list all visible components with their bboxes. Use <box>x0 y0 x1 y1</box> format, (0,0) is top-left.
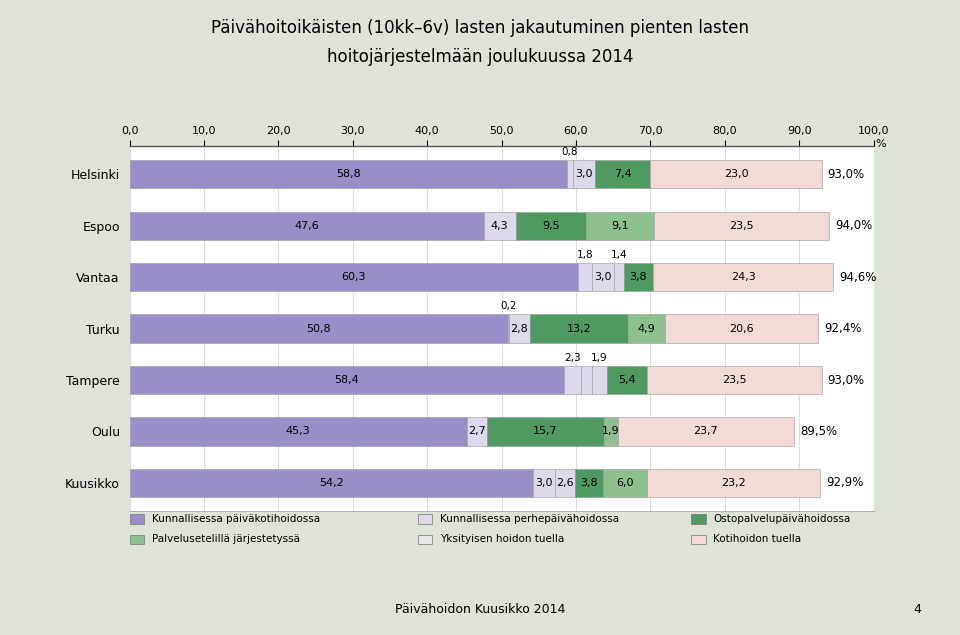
Text: Kunnallisessa päiväkotihoidossa: Kunnallisessa päiväkotihoidossa <box>152 514 320 524</box>
Text: 20,6: 20,6 <box>729 324 754 333</box>
Bar <box>614 263 624 291</box>
Text: 7,4: 7,4 <box>614 170 632 179</box>
Text: 60,3: 60,3 <box>342 272 366 282</box>
Text: 3,8: 3,8 <box>580 478 597 488</box>
Text: 2,7: 2,7 <box>468 427 486 436</box>
Text: 9,5: 9,5 <box>542 221 560 231</box>
Text: 58,4: 58,4 <box>334 375 359 385</box>
Bar <box>130 263 578 291</box>
Bar <box>664 314 818 343</box>
Text: 1,8: 1,8 <box>577 250 593 260</box>
Text: 5,4: 5,4 <box>618 375 636 385</box>
Bar <box>509 314 530 343</box>
Bar <box>487 417 604 446</box>
Text: Ostopalvelupäivähoidossa: Ostopalvelupäivähoidossa <box>713 514 851 524</box>
Bar <box>508 314 509 343</box>
Text: 4,3: 4,3 <box>491 221 509 231</box>
Text: 94,6%: 94,6% <box>839 271 876 284</box>
Text: 13,2: 13,2 <box>566 324 591 333</box>
Bar <box>581 366 592 394</box>
Text: 23,2: 23,2 <box>721 478 746 488</box>
Bar <box>555 469 574 497</box>
Bar <box>595 160 651 189</box>
Text: Palvelusetelillä järjestetyssä: Palvelusetelillä järjestetyssä <box>152 535 300 544</box>
Text: 0,2: 0,2 <box>500 302 516 311</box>
Text: 2,8: 2,8 <box>511 324 528 333</box>
Text: 9,1: 9,1 <box>612 221 629 231</box>
Bar <box>604 417 617 446</box>
Bar <box>617 417 794 446</box>
Text: 23,0: 23,0 <box>724 170 748 179</box>
Text: %: % <box>876 138 886 149</box>
Text: hoitojärjestelmään joulukuussa 2014: hoitojärjestelmään joulukuussa 2014 <box>326 48 634 65</box>
Text: 50,8: 50,8 <box>306 324 331 333</box>
Bar <box>130 160 567 189</box>
Bar <box>592 366 607 394</box>
Text: 94,0%: 94,0% <box>835 219 873 232</box>
Bar <box>530 314 628 343</box>
Bar <box>130 211 484 240</box>
Bar <box>564 366 581 394</box>
Text: 92,4%: 92,4% <box>824 322 861 335</box>
Bar <box>587 211 654 240</box>
Bar <box>653 263 833 291</box>
Text: 1,9: 1,9 <box>591 353 608 363</box>
Bar <box>647 366 822 394</box>
Bar <box>647 469 820 497</box>
Text: 2,6: 2,6 <box>556 478 574 488</box>
Bar <box>130 366 564 394</box>
Bar <box>130 417 467 446</box>
Text: 89,5%: 89,5% <box>800 425 837 438</box>
Text: 45,3: 45,3 <box>286 427 310 436</box>
Text: 3,8: 3,8 <box>630 272 647 282</box>
Bar <box>607 366 647 394</box>
Text: Päivähoitoikäisten (10kk–6v) lasten jakautuminen pienten lasten: Päivähoitoikäisten (10kk–6v) lasten jaka… <box>211 19 749 37</box>
Text: 2,3: 2,3 <box>564 353 581 363</box>
Text: 4: 4 <box>914 603 922 616</box>
Text: 1,9: 1,9 <box>602 427 619 436</box>
Text: 93,0%: 93,0% <box>828 373 865 387</box>
Text: Päivähoidon Kuusikko 2014: Päivähoidon Kuusikko 2014 <box>395 603 565 616</box>
Bar <box>130 314 508 343</box>
Bar <box>574 469 603 497</box>
Bar <box>603 469 647 497</box>
Bar <box>130 469 533 497</box>
Text: 15,7: 15,7 <box>533 427 558 436</box>
Bar <box>578 263 591 291</box>
Text: 1,4: 1,4 <box>611 250 628 260</box>
Text: 23,5: 23,5 <box>730 221 754 231</box>
Text: 6,0: 6,0 <box>616 478 634 488</box>
Text: Kotihoidon tuella: Kotihoidon tuella <box>713 535 802 544</box>
Bar <box>591 263 614 291</box>
Text: 3,0: 3,0 <box>575 170 593 179</box>
Text: Kunnallisessa perhepäivähoidossa: Kunnallisessa perhepäivähoidossa <box>440 514 619 524</box>
Bar <box>624 263 653 291</box>
Text: 3,0: 3,0 <box>594 272 612 282</box>
Text: 23,7: 23,7 <box>693 427 718 436</box>
Text: 47,6: 47,6 <box>295 221 319 231</box>
Text: Yksityisen hoidon tuella: Yksityisen hoidon tuella <box>440 535 564 544</box>
Text: 58,8: 58,8 <box>336 170 361 179</box>
Bar <box>628 314 664 343</box>
Bar <box>573 160 595 189</box>
Text: 23,5: 23,5 <box>722 375 747 385</box>
Text: 93,0%: 93,0% <box>828 168 865 181</box>
Bar <box>533 469 555 497</box>
Text: 3,0: 3,0 <box>536 478 553 488</box>
Text: 92,9%: 92,9% <box>826 476 863 490</box>
Bar <box>567 160 573 189</box>
Bar <box>467 417 487 446</box>
Text: 4,9: 4,9 <box>637 324 655 333</box>
Text: 0,8: 0,8 <box>562 147 578 157</box>
Text: 54,2: 54,2 <box>319 478 344 488</box>
Text: 24,3: 24,3 <box>731 272 756 282</box>
Bar <box>484 211 516 240</box>
Bar <box>654 211 829 240</box>
Bar <box>651 160 822 189</box>
Bar <box>516 211 587 240</box>
